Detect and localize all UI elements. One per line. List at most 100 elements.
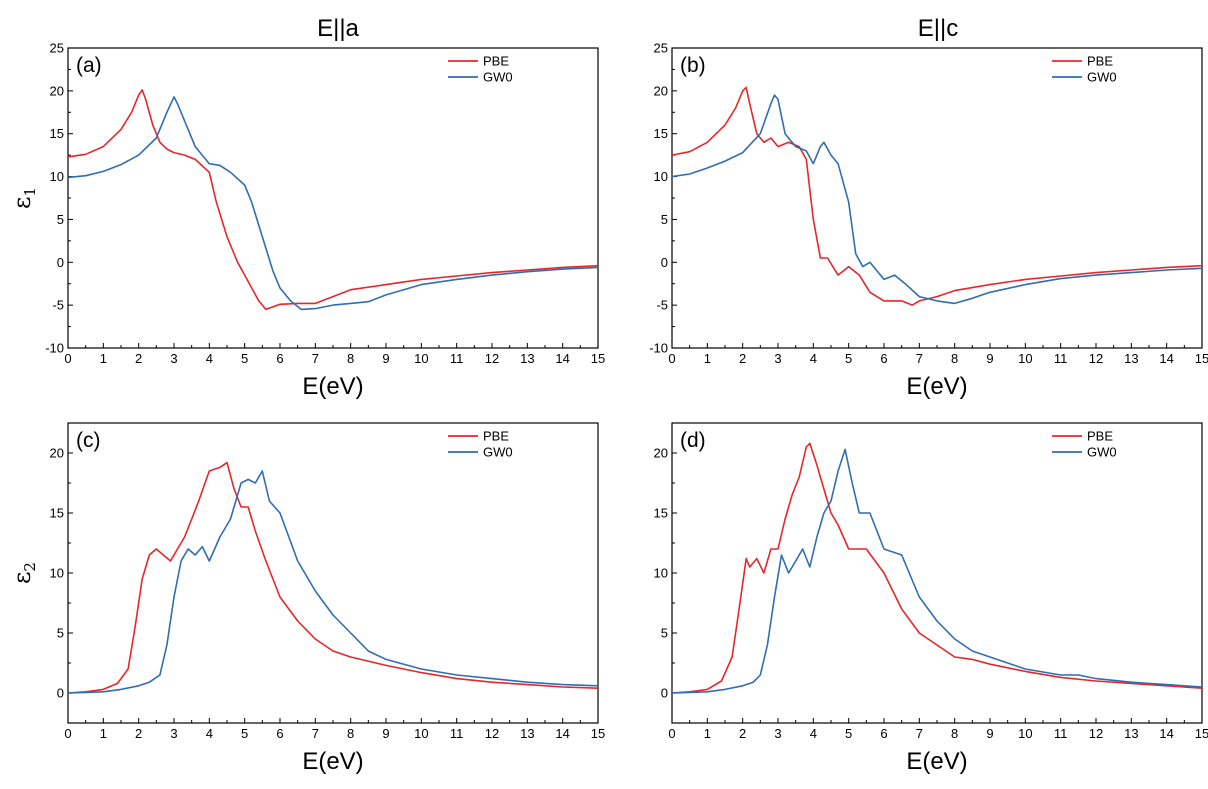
x-tick-label: 5 (845, 351, 852, 366)
x-tick-label: 5 (845, 726, 852, 741)
plot-frame (67, 422, 599, 724)
legend-label-gw0: GW0 (1087, 445, 1117, 460)
y-tick-label: 0 (661, 255, 668, 270)
x-tick-label: 5 (241, 726, 248, 741)
y-axis-label: ε1 (8, 187, 39, 209)
y-tick-label: 15 (654, 126, 668, 141)
panel-label: (b) (680, 54, 706, 77)
x-tick-label: 12 (1089, 351, 1103, 366)
series-line-gw0 (671, 94, 1203, 305)
y-tick-label: 25 (50, 41, 64, 56)
x-tick-label: 3 (774, 726, 781, 741)
legend-label-gw0: GW0 (1087, 70, 1117, 85)
x-tick-label: 15 (591, 726, 605, 741)
panel-b: 0 1 2 3 4 5 6 7 8 9 10 11 12 13 14 15-10-50510152025E(e… (649, 41, 1208, 401)
series-line-pbe (671, 442, 1203, 694)
y-tick-label: 15 (50, 126, 64, 141)
x-tick-label: 5 (241, 351, 248, 366)
series-line-pbe (67, 89, 599, 311)
x-axis-label: E(eV) (906, 748, 967, 775)
x-tick-label: 6 (880, 351, 887, 366)
y-tick-label: -5 (52, 298, 64, 313)
y-tick-label: 10 (654, 169, 668, 184)
x-tick-label: 13 (1124, 351, 1138, 366)
x-tick-label: 4 (810, 351, 817, 366)
x-tick-label: 1 (704, 726, 711, 741)
x-axis-label: E(eV) (302, 373, 363, 400)
x-tick-label: 0 (64, 726, 71, 741)
legend-label-pbe: PBE (483, 429, 509, 444)
x-tick-label: 10 (414, 351, 428, 366)
panel-a: 0 1 2 3 4 5 6 7 8 9 10 11 12 13 14 15-10-50510152025E(e… (8, 41, 605, 401)
x-tick-label: 6 (276, 726, 283, 741)
y-tick-label: 25 (654, 41, 668, 56)
y-tick-label: 5 (661, 626, 668, 641)
x-tick-label: 11 (450, 351, 464, 366)
y-tick-label: 20 (50, 83, 64, 98)
legend-label-pbe: PBE (483, 54, 509, 69)
y-tick-label: 20 (50, 446, 64, 461)
panel-c: 0 1 2 3 4 5 6 7 8 9 10 11 12 13 14 1505101520E(eV)ε2(c)… (8, 422, 605, 775)
y-tick-label: 10 (50, 566, 64, 581)
series-line-gw0 (671, 448, 1203, 694)
x-tick-label: 8 (951, 726, 958, 741)
y-tick-label: 20 (654, 83, 668, 98)
plot-frame (67, 47, 599, 349)
y-axis-label: ε2 (8, 562, 39, 584)
x-tick-label: 12 (485, 351, 499, 366)
legend-label-gw0: GW0 (483, 445, 513, 460)
x-tick-label: 14 (555, 351, 569, 366)
x-tick-label: 1 (100, 726, 107, 741)
y-tick-label: -5 (656, 298, 668, 313)
x-tick-label: 10 (1018, 351, 1032, 366)
x-axis-label: E(eV) (302, 748, 363, 775)
y-tick-label: 5 (57, 626, 64, 641)
x-tick-label: 9 (382, 726, 389, 741)
y-axis-label-subscript: 1 (21, 187, 39, 197)
x-tick-label: 9 (986, 726, 993, 741)
x-tick-label: 3 (170, 726, 177, 741)
x-tick-label: 2 (135, 351, 142, 366)
series-line-gw0 (67, 470, 599, 694)
panel-label: (c) (76, 429, 101, 452)
y-tick-label: -10 (649, 341, 668, 356)
x-tick-label: 15 (1195, 351, 1208, 366)
y-tick-label: 10 (50, 169, 64, 184)
x-tick-label: 14 (1159, 351, 1173, 366)
x-tick-label: 2 (135, 726, 142, 741)
x-tick-label: 7 (312, 351, 319, 366)
x-tick-label: 4 (206, 726, 213, 741)
y-tick-label: 5 (57, 212, 64, 227)
x-axis-label: E(eV) (906, 373, 967, 400)
x-tick-label: 2 (739, 351, 746, 366)
y-tick-label: 15 (50, 506, 64, 521)
legend-label-gw0: GW0 (483, 70, 513, 85)
x-tick-label: 7 (312, 726, 319, 741)
series-line-pbe (67, 461, 599, 694)
x-tick-label: 1 (100, 351, 107, 366)
x-tick-label: 0 (64, 351, 71, 366)
x-tick-label: 8 (347, 726, 354, 741)
x-tick-label: 3 (170, 351, 177, 366)
x-tick-label: 13 (520, 726, 534, 741)
y-axis-label-subscript: 2 (21, 562, 39, 572)
y-tick-label: 15 (654, 506, 668, 521)
x-tick-label: 2 (739, 726, 746, 741)
panel-label: (a) (76, 54, 102, 77)
x-tick-label: 4 (810, 726, 817, 741)
x-tick-label: 12 (485, 726, 499, 741)
x-tick-label: 15 (591, 351, 605, 366)
x-tick-label: 6 (880, 726, 887, 741)
x-tick-label: 14 (1159, 726, 1173, 741)
column-title-left: E||a (317, 15, 359, 42)
x-tick-label: 8 (347, 351, 354, 366)
x-tick-label: 11 (450, 726, 464, 741)
x-tick-label: 0 (668, 726, 675, 741)
y-tick-label: -10 (45, 341, 64, 356)
x-tick-label: 1 (704, 351, 711, 366)
x-tick-label: 0 (668, 351, 675, 366)
column-title-right: E||c (918, 15, 958, 42)
x-tick-label: 13 (520, 351, 534, 366)
y-tick-label: 5 (661, 212, 668, 227)
